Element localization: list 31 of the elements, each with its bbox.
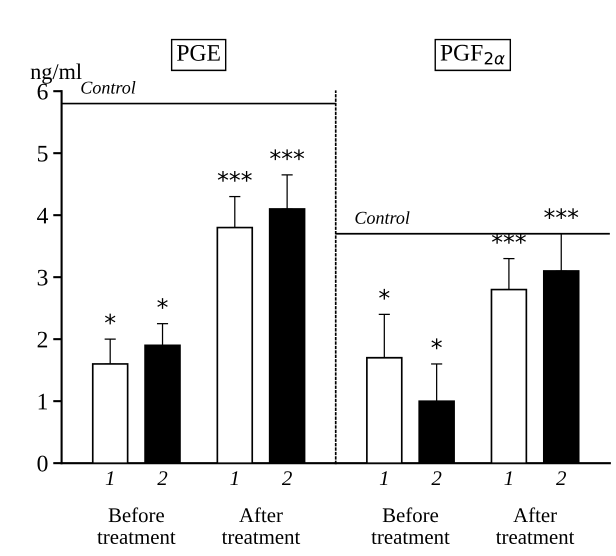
- x-tick-label: Before treatment: [97, 507, 176, 544]
- y-tick-label: 5: [38, 146, 48, 162]
- y-axis-title: ng/ml: [30, 64, 82, 84]
- ref-line-label: Control: [81, 81, 136, 94]
- y-tick-label: 4: [37, 208, 48, 224]
- data-label: ***: [218, 171, 252, 182]
- y-tick-label: 0: [38, 456, 48, 472]
- y-tick-label: 2: [38, 332, 48, 348]
- chart-title: PGF$_{2α}$: [440, 44, 505, 65]
- y-tick-label: 1: [38, 394, 47, 410]
- chart-title: PGE: [177, 44, 220, 61]
- series-label: 1: [380, 471, 388, 486]
- series-label: 2: [431, 471, 442, 486]
- y-tick-label: 3: [38, 270, 48, 286]
- x-tick-label: Before treatment: [371, 507, 450, 544]
- text: 2: [282, 471, 292, 486]
- series-label: 1: [106, 471, 114, 486]
- ref-line-label: Control: [355, 211, 410, 224]
- y-tick-label: 6: [38, 84, 48, 100]
- data-label: ***: [544, 208, 578, 220]
- x-tick-label: After treatment: [496, 507, 574, 544]
- data-label: *: [157, 298, 168, 309]
- data-label: *: [431, 338, 442, 350]
- text: 1: [230, 471, 238, 486]
- series-label: 2: [157, 471, 168, 486]
- x-tick-label: After treatment: [222, 507, 300, 544]
- data-label: ***: [270, 149, 304, 160]
- text: 2: [556, 471, 566, 486]
- data-label: *: [379, 288, 390, 300]
- data-label: *: [104, 314, 116, 324]
- text: 1: [504, 471, 512, 486]
